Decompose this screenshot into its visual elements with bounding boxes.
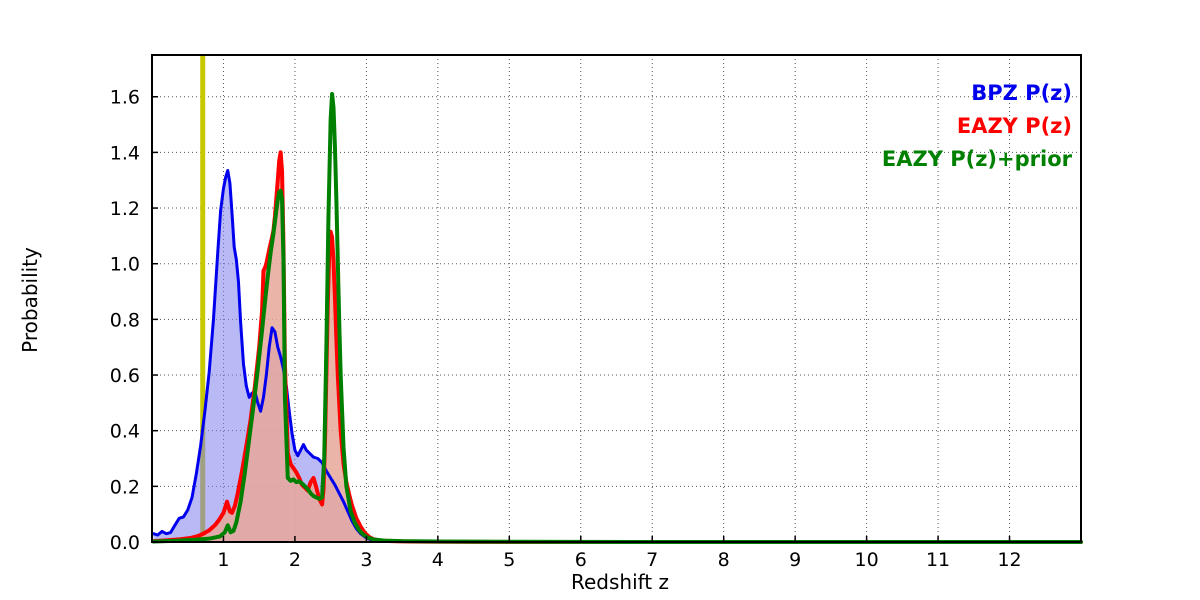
gridlines (152, 55, 1081, 542)
y-axis-title: Probability (18, 247, 42, 353)
legend-item-1: BPZ P(z) (971, 81, 1072, 105)
y-tick-label: 0.0 (110, 532, 140, 554)
y-tick-label: 1.2 (110, 198, 140, 220)
axis-tick-labels: 1 2 3 4 5 6 7 8 9 10 11 120.00.20.40.60.81.01.21.41… (110, 87, 1022, 571)
x-tick-label: 2 (289, 549, 301, 571)
x-tick-label: 3 (360, 549, 372, 571)
x-axis-title: Redshift z (571, 570, 669, 594)
x-tick-label: 12 (997, 549, 1021, 571)
x-tick-label: 5 (503, 549, 515, 571)
y-tick-label: 0.8 (110, 309, 140, 331)
series-fill-2 (153, 152, 1081, 542)
plot-frame (151, 54, 1082, 543)
y-tick-label: 0.4 (110, 421, 140, 443)
legend-item-2: EAZY P(z) (957, 114, 1072, 138)
x-tick-label: 4 (432, 549, 444, 571)
x-tick-label: 1 (217, 549, 229, 571)
x-tick-label: 9 (789, 549, 801, 571)
legend: BPZ P(z) EAZY P(z) EAZY P(z)+prior (882, 81, 1073, 171)
y-tick-label: 1.0 (110, 254, 140, 276)
plot-border (151, 54, 1082, 543)
series-fills (153, 152, 1081, 543)
y-tick-label: 0.2 (110, 476, 140, 498)
y-tick-label: 1.4 (110, 142, 140, 164)
x-tick-label: 7 (646, 549, 658, 571)
y-tick-label: 1.6 (110, 87, 140, 109)
x-tick-label: 10 (855, 549, 879, 571)
legend-item-3: EAZY P(z)+prior (882, 147, 1073, 171)
x-tick-label: 8 (718, 549, 730, 571)
x-tick-label: 11 (926, 549, 950, 571)
axis-ticks (152, 95, 1011, 543)
y-tick-label: 0.6 (110, 365, 140, 387)
x-tick-label: 6 (575, 549, 587, 571)
